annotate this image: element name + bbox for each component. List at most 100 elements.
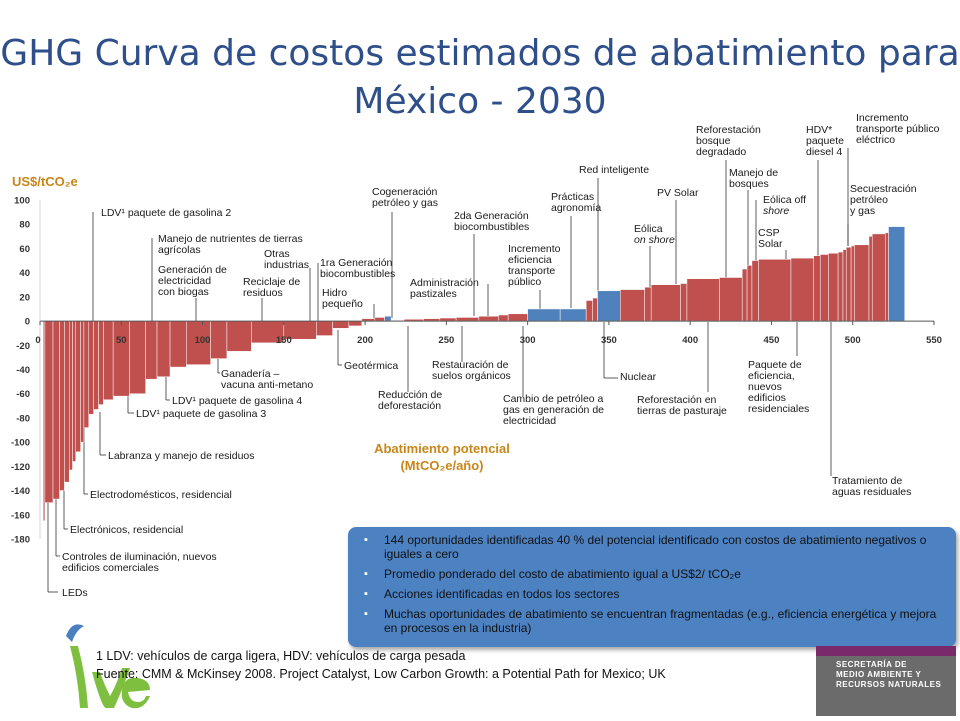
label-line: aguas residuales (832, 486, 911, 498)
label-line: Controles de iluminación, nuevos (62, 551, 217, 563)
x-tick-label: 100 (195, 335, 211, 346)
label-reforestacion-bosque: Reforestación bosque degradado (696, 124, 761, 158)
semarnat-band (816, 646, 956, 656)
label-eolica-offshore: Eólica off shore (763, 194, 806, 217)
label-aguas-residuales: Tratamiento de aguas residuales (832, 475, 911, 498)
label-line: LDV¹ paquete de gasolina 3 (136, 408, 266, 420)
x-tick-label: 450 (764, 335, 780, 346)
footnote-line-2: Fuente: CMM & McKinsey 2008. Project Cat… (96, 667, 666, 681)
bar (741, 268, 748, 322)
bar (478, 315, 499, 322)
label-line: 1ra Generación (320, 257, 393, 269)
bar (884, 232, 889, 322)
summary-bullet: Promedio ponderado del costo de abatimie… (364, 567, 942, 581)
x-tick-label: 50 (116, 335, 127, 346)
label-line: eficiencia (508, 254, 552, 266)
label-transporte-publico: Incremento eficiencia transporte público (508, 243, 561, 288)
bar (559, 308, 587, 322)
label-hidro: Hidro pequeño (322, 287, 363, 310)
label-line: suelos orgánicos (432, 370, 511, 382)
label-line: Hidro (322, 287, 347, 299)
bar (758, 259, 792, 322)
label-line: Incremento (508, 243, 561, 255)
label-line: PV Solar (657, 187, 699, 199)
label-line: shore (763, 205, 789, 217)
label-line: gas en generación de (503, 404, 604, 416)
bar (597, 290, 621, 322)
y-tick-label: -60 (16, 389, 30, 400)
x-tick-label: 350 (601, 335, 617, 346)
x-axis-label-line-1: Abatimiento potencial (374, 441, 510, 456)
label-reforestacion-pasturaje: Reforestación en tierras de pasturaje (637, 394, 727, 417)
bar (868, 236, 873, 322)
bar (145, 320, 158, 380)
label-line: diesel 4 (806, 146, 842, 158)
label-geotermica: Geotérmica (344, 360, 398, 372)
label-line: pastizales (410, 288, 457, 300)
summary-bullet: Acciones identificadas en todos los sect… (364, 587, 942, 601)
label-csp-solar: CSP Solar (758, 227, 783, 250)
bar (828, 253, 839, 322)
y-tick-label: -100 (11, 438, 30, 449)
label-line: residenciales (748, 403, 809, 415)
label-line: CSP (758, 227, 780, 239)
axes: 0 50 100 150 200 250 300 350 400 450 500 5501008060… (11, 196, 942, 546)
y-tick-label: -20 (16, 341, 30, 352)
bar (64, 320, 70, 483)
ive-logo-icon: ive (66, 624, 150, 709)
label-line: Restauración de (432, 359, 509, 371)
y-axis-label: US$/tCO₂e (12, 174, 78, 189)
label-line: petróleo y gas (372, 197, 438, 209)
bar (156, 320, 171, 378)
bar (850, 245, 855, 322)
bar (845, 246, 852, 322)
label-line: eficiencia, (748, 370, 795, 382)
label-ldv-gasolina-4: LDV¹ paquete de gasolina 4 (172, 395, 302, 407)
bar (527, 308, 561, 322)
bar (80, 320, 85, 443)
x-tick-label: 300 (520, 335, 536, 346)
x-tick-label: 550 (926, 335, 942, 346)
label-line: Reciclaje de (243, 276, 300, 288)
label-agronomia: Prácticas agronomía (551, 191, 601, 214)
label-line: industrias (264, 259, 309, 271)
bar (88, 320, 94, 415)
label-nuclear: Nuclear (620, 371, 657, 383)
label-suelos-organicos: Restauración de suelos orgánicos (432, 359, 511, 382)
label-line: vacuna anti-metano (221, 379, 313, 391)
label-line: agrícolas (158, 244, 201, 256)
bar (72, 320, 77, 462)
label-nutrientes: Manejo de nutrientes de tierras agrícolas (158, 233, 303, 256)
bar (374, 317, 385, 322)
label-line: LDV¹ paquete de gasolina 2 (101, 207, 231, 219)
label-line: agronomía (551, 202, 601, 214)
label-line: público (508, 276, 541, 288)
label-line: transporte (508, 265, 555, 277)
label-electronicos: Electrónicos, residencial (70, 524, 183, 536)
bar (348, 320, 363, 327)
bar (854, 244, 870, 322)
label-line: biocombustibles (454, 221, 529, 233)
label-line: Reducción de (378, 389, 442, 401)
label-electrodomesticos: Electrodomésticos, residencial (90, 489, 232, 501)
label-line: y gas (850, 205, 875, 217)
label-line: electricidad (158, 275, 211, 287)
label-gen1-biocomb: 1ra Generación biocombustibles (320, 257, 395, 280)
label-line: eléctrico (856, 134, 895, 146)
bar (888, 226, 905, 322)
bar (316, 320, 333, 336)
label-line: bosques (729, 178, 769, 190)
y-tick-label: -80 (16, 413, 30, 424)
label-line: Eólica (634, 223, 663, 235)
x-tick-label: 500 (845, 335, 861, 346)
bar (680, 283, 688, 322)
label-manejo-bosques: Manejo de bosques (729, 167, 778, 190)
footnote-line-1: 1 LDV: vehículos de carga ligera, HDV: v… (96, 649, 466, 663)
label-line: Secuestración (850, 183, 917, 195)
label-line: transporte público (856, 123, 940, 135)
label-ldv-gasolina-2: LDV¹ paquete de gasolina 2 (101, 207, 231, 219)
bar (871, 233, 886, 322)
bar (83, 320, 90, 428)
bar (75, 320, 81, 453)
summary-bullet: Muchas oportunidades de abatimiento se e… (364, 607, 942, 635)
